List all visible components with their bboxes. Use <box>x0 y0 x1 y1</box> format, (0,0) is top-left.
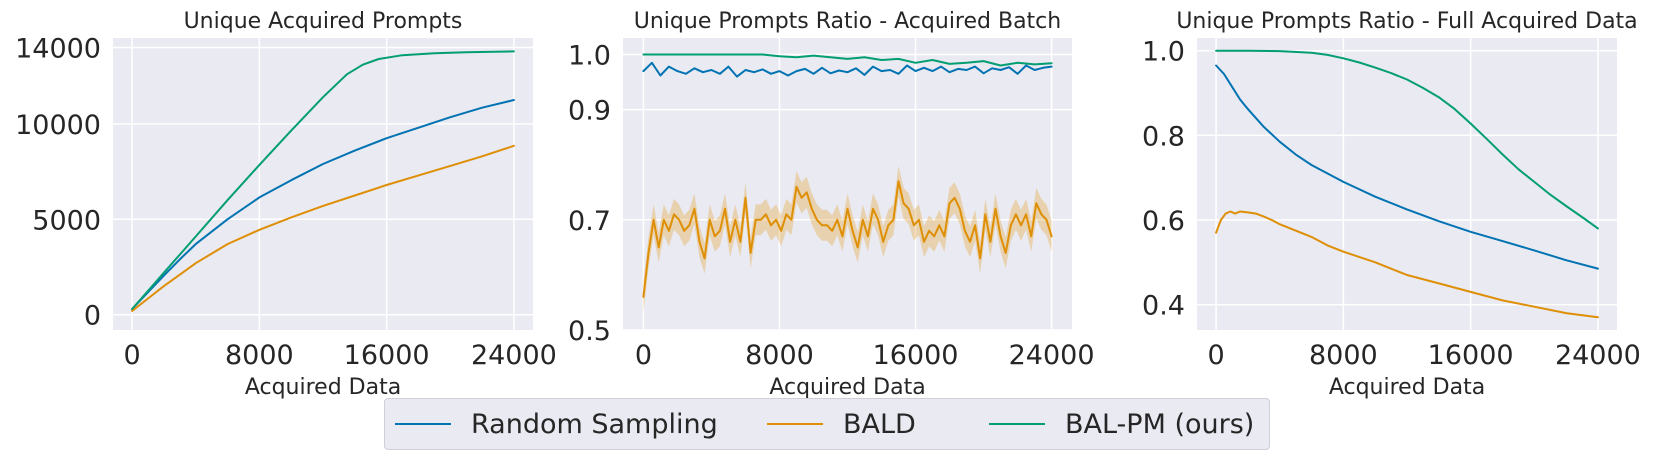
x-tick-label: 8000 <box>1309 340 1378 371</box>
y-tick-label: 0 <box>84 301 101 332</box>
legend-label-random-sampling: Random Sampling <box>471 408 718 440</box>
x-tick-label: 16000 <box>1428 340 1514 371</box>
series-line-bal-pm-ours <box>1215 49 1599 230</box>
y-tick-label: 0.7 <box>568 206 611 237</box>
y-tick-label: 0.5 <box>568 316 611 347</box>
y-tick-label: 14000 <box>15 34 101 65</box>
chart-2: 0 8000 16000 24000 0.5 0.7 0.9 1.0 Unique Prompt… <box>568 9 1094 400</box>
x-axis-label: Acquired Data <box>1329 375 1485 400</box>
series-line-random-sampling <box>131 99 515 310</box>
y-tick-label: 5000 <box>32 205 101 236</box>
x-tick-label: 24000 <box>1009 340 1095 371</box>
legend-label-bald: BALD <box>843 408 916 440</box>
x-tick-label: 16000 <box>344 340 430 371</box>
x-tick-label: 8000 <box>745 340 814 371</box>
x-tick-label: 24000 <box>471 340 557 371</box>
chart-3: 0 8000 16000 24000 0.4 0.6 0.8 1.0 Unique Prompt… <box>1142 9 1641 400</box>
x-axis-label: Acquired Data <box>769 375 925 400</box>
series-line-bal-pm-ours <box>642 53 1053 67</box>
series-line-bald <box>642 180 1053 298</box>
legend: Random Sampling BALD BAL-PM (ours) <box>384 398 1270 450</box>
y-tick-label: 0.4 <box>1142 291 1185 322</box>
legend-swatch-bal-pm <box>989 423 1045 425</box>
series-line-bald <box>131 144 515 312</box>
y-tick-label: 10000 <box>15 110 101 141</box>
legend-item-bal-pm: BAL-PM (ours) <box>989 399 1254 449</box>
legend-item-random-sampling: Random Sampling <box>395 399 718 449</box>
x-tick-label: 0 <box>123 340 140 371</box>
x-tick-label: 0 <box>1207 340 1224 371</box>
series-line-bal-pm-ours <box>131 50 515 310</box>
x-tick-label: 0 <box>635 340 652 371</box>
y-tick-label: 0.6 <box>1142 206 1185 237</box>
y-tick-label: 0.8 <box>1142 121 1185 152</box>
x-tick-label: 24000 <box>1555 340 1641 371</box>
legend-swatch-random-sampling <box>395 423 451 425</box>
chart-title: Unique Prompts Ratio - Full Acquired Dat… <box>1176 9 1637 34</box>
y-tick-label: 1.0 <box>568 41 611 72</box>
y-tick-label: 0.9 <box>568 96 611 127</box>
plot-area <box>623 38 1072 330</box>
chart-title: Unique Acquired Prompts <box>184 9 463 34</box>
series-line-bald <box>1215 210 1599 319</box>
x-axis-label: Acquired Data <box>245 375 401 400</box>
x-tick-label: 16000 <box>873 340 959 371</box>
legend-item-bald: BALD <box>767 399 916 449</box>
series-line-random-sampling <box>1215 64 1599 270</box>
chart-title: Unique Prompts Ratio - Acquired Batch <box>634 9 1061 34</box>
series-line-random-sampling <box>642 61 1053 78</box>
legend-swatch-bald <box>767 423 823 425</box>
x-tick-label: 8000 <box>225 340 294 371</box>
y-tick-label: 1.0 <box>1142 37 1185 68</box>
chart-1: 0 8000 16000 24000 0 5000 10000 14000 Unique Acq… <box>15 9 557 400</box>
legend-label-bal-pm: BAL-PM (ours) <box>1065 408 1255 440</box>
plot-area <box>1197 38 1617 330</box>
plot-area <box>113 38 533 330</box>
